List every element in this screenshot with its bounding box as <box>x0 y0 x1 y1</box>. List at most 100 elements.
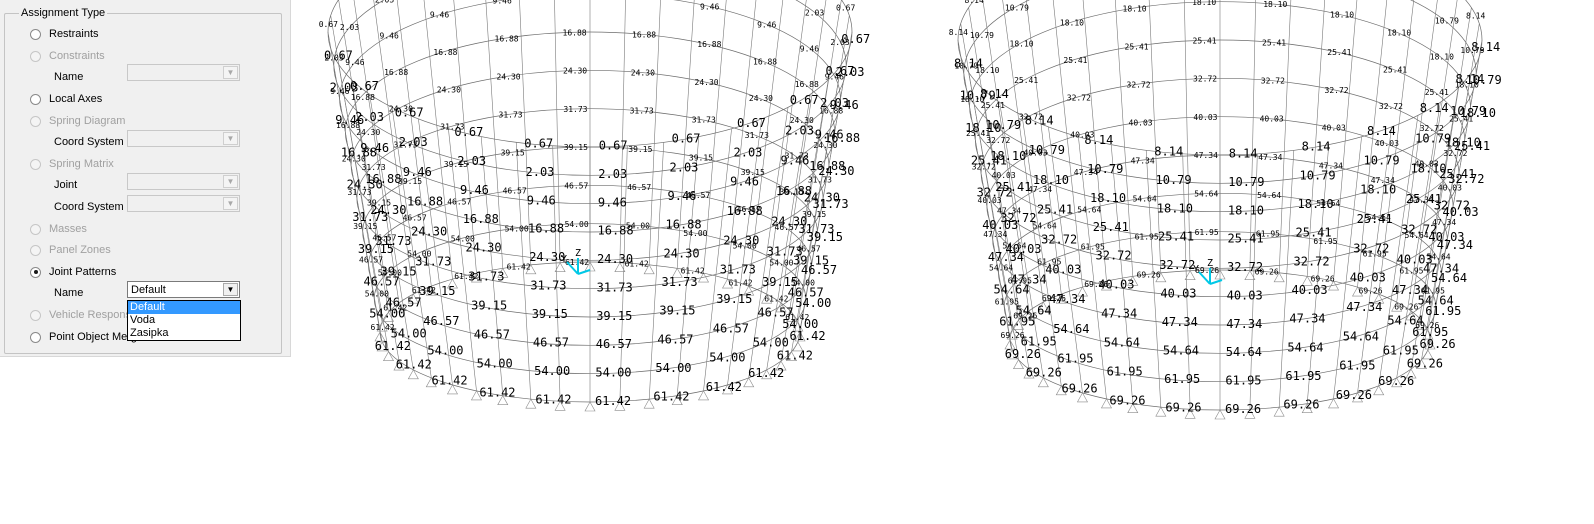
support-icon <box>643 264 655 275</box>
radio-vehicle-response[interactable]: Vehicle Respons <box>30 307 131 323</box>
joint-pattern-value: 47.34 <box>1074 168 1098 177</box>
support-icon <box>393 360 405 371</box>
support-icon <box>1100 280 1112 291</box>
joint-pattern-value: 69.26 <box>1407 357 1443 371</box>
chevron-down-icon[interactable]: ▼ <box>223 283 238 296</box>
radio-spring-diagram[interactable]: Spring Diagram <box>30 113 125 129</box>
support-icon <box>376 321 388 332</box>
joint-pattern-value: 61.95 <box>1107 365 1143 379</box>
joint-pattern-value: 40.03 <box>1098 278 1134 292</box>
joint-pattern-name-combo[interactable]: Default ▼ <box>127 281 240 298</box>
joint-pattern-value: 46.57 <box>372 233 396 242</box>
joint-pattern-value: 40.03 <box>978 196 1002 205</box>
joint-pattern-value: 10.79 <box>1364 153 1400 167</box>
spring-diagram-coord-combo[interactable]: ▼ <box>127 130 240 147</box>
joint-pattern-value: 54.64 <box>994 282 1030 296</box>
support-icon <box>1405 368 1417 379</box>
joint-pattern-value: 16.88 <box>824 131 860 145</box>
joint-pattern-value: 61.95 <box>1057 352 1093 366</box>
joint-pattern-value: 9.46 <box>815 127 844 141</box>
joint-pattern-value: 31.73 <box>362 163 386 172</box>
mesh-meridian <box>648 0 661 265</box>
mesh-meridian <box>982 0 1030 311</box>
support-icon <box>1023 310 1035 321</box>
joint-pattern-value: 24.30 <box>529 250 565 264</box>
joint-pattern-value: 54.64 <box>1163 344 1199 358</box>
joint-pattern-value: 54.64 <box>1194 190 1218 199</box>
mesh-meridian <box>515 142 532 400</box>
radio-panel-zones[interactable]: Panel Zones <box>30 242 111 258</box>
joint-pattern-value: 54.00 <box>565 220 589 229</box>
joint-pattern-value: 0.67 <box>790 93 819 107</box>
chevron-down-icon[interactable]: ▼ <box>223 132 238 145</box>
mesh-meridian <box>1078 136 1107 399</box>
model-view-left[interactable]: 0.67 0.67 0.67 0.67 0.67 0.67 0.67 0.67 0.67 0.67… <box>300 0 900 524</box>
radio-masses[interactable]: Masses <box>30 221 87 237</box>
dropdown-option-zasipka[interactable]: Zasipka <box>130 327 169 339</box>
joint-pattern-value: 61.42 <box>383 304 407 313</box>
joint-pattern-value: 32.72 <box>1127 80 1151 89</box>
joint-pattern-value: 24.30 <box>790 116 814 125</box>
support-icon <box>722 278 734 289</box>
joint-pattern-value: 69.26 <box>1336 388 1372 402</box>
chevron-down-icon[interactable]: ▼ <box>223 66 238 79</box>
joint-pattern-value: 47.34 <box>1423 262 1459 276</box>
support-icon <box>1352 286 1364 297</box>
joint-pattern-value: 16.88 <box>795 80 819 89</box>
mesh-meridian <box>619 145 628 402</box>
joint-pattern-value: 69.26 <box>1394 303 1418 312</box>
joint-pattern-value: 25.41 <box>971 153 1007 167</box>
dropdown-option-default[interactable]: Default <box>128 301 240 314</box>
joint-pattern-value: 54.00 <box>505 224 529 233</box>
joint-pattern-value: 16.88 <box>753 57 777 66</box>
joint-pattern-value: 10.79 <box>970 31 994 40</box>
support-icon <box>614 400 626 411</box>
joint-pattern-value: 32.72 <box>1159 258 1195 272</box>
joint-pattern-value: 47.34 <box>1028 185 1052 194</box>
radio-spring-matrix[interactable]: Spring Matrix <box>30 156 114 172</box>
joint-pattern-value: 54.00 <box>427 344 463 358</box>
joint-pattern-value: 40.03 <box>1350 271 1386 285</box>
mesh-meridian <box>353 0 400 303</box>
support-icon <box>446 278 458 289</box>
support-icon <box>1391 301 1403 312</box>
joint-pattern-value: 61.42 <box>653 390 689 404</box>
joint-pattern-value: 9.46 <box>493 0 512 5</box>
chevron-down-icon[interactable]: ▼ <box>223 197 238 210</box>
radio-local-axes[interactable]: Local Axes <box>30 91 102 107</box>
joint-pattern-value: 25.41 <box>1454 139 1490 153</box>
joint-pattern-value: 25.41 <box>1093 220 1129 234</box>
support-icon <box>525 398 537 409</box>
mesh-meridian <box>957 39 1011 341</box>
support-icon <box>1301 403 1313 413</box>
chevron-down-icon[interactable]: ▼ <box>223 175 238 188</box>
joint-pattern-dropdown-list[interactable]: Default Voda Zasipka <box>127 300 241 341</box>
joint-pattern-value: 32.72 <box>1041 233 1077 247</box>
radio-joint-patterns[interactable]: Joint Patterns <box>30 264 116 280</box>
joint-pattern-value: 0.67 <box>599 139 628 153</box>
joint-pattern-value: 32.72 <box>1294 254 1330 268</box>
spring-matrix-coord-combo[interactable]: ▼ <box>127 195 240 212</box>
radio-restraints[interactable]: Restraints <box>30 26 99 42</box>
joint-pattern-value: 24.30 <box>695 78 719 87</box>
joint-pattern-value: 47.34 <box>1194 151 1218 160</box>
joint-pattern-value: 31.73 <box>440 123 464 132</box>
joint-pattern-value: 8.14 <box>1154 144 1183 158</box>
joint-pattern-value: 31.73 <box>813 197 849 211</box>
joint-pattern-value: 32.72 <box>1227 260 1263 274</box>
support-icon <box>1422 349 1434 360</box>
joint-pattern-value: 54.00 <box>683 229 707 238</box>
radio-constraints[interactable]: Constraints <box>30 48 105 64</box>
spring-matrix-joint-combo[interactable]: ▼ <box>127 173 240 190</box>
joint-pattern-value: 61.95 <box>1021 335 1057 349</box>
model-view-right[interactable]: 8.14 8.14 8.14 8.14 8.14 8.14 8.14 8.14 8.14 8.14… <box>930 0 1530 524</box>
joint-pattern-value: 0.67 <box>836 4 855 13</box>
dropdown-option-voda[interactable]: Voda <box>130 314 156 326</box>
joint-pattern-value: 10.79 <box>1415 131 1451 145</box>
joint-pattern-value: 54.00 <box>378 269 402 278</box>
joint-pattern-value: 46.57 <box>788 285 824 299</box>
joint-pattern-value: 25.41 <box>1262 38 1286 47</box>
joint-pattern-value: 24.30 <box>818 164 854 178</box>
joint-pattern-value: 2.03 <box>526 165 555 179</box>
constraint-name-combo[interactable]: ▼ <box>127 64 240 81</box>
